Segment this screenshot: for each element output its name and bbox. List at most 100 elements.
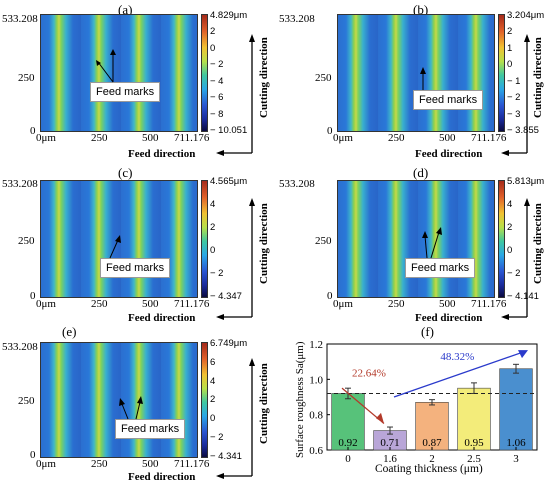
tick: 6 <box>210 356 216 368</box>
x-tick-label: 1.6 <box>383 453 397 464</box>
tick: − 4.341 <box>210 450 242 462</box>
colorbar <box>201 342 208 458</box>
tick: 4.565μm <box>210 176 248 187</box>
y-top-label: 533.208 <box>2 13 38 25</box>
feed-direction-label: Feed direction <box>128 471 196 483</box>
bar <box>457 387 491 451</box>
tick: − 6 <box>210 92 224 104</box>
y-mid-label: 250 <box>315 235 332 247</box>
y-mid-label: 250 <box>18 72 35 84</box>
x-tick: 0μm <box>36 298 56 310</box>
panel-a: (a) 533.208 250 0 Feed marks 4.829μm 2 0… <box>0 0 275 162</box>
y-top-label: 533.208 <box>279 13 315 25</box>
increase-arrow <box>393 350 527 398</box>
colorbar-ticks: 5.813μm 4 2 0 − 2 − 4.141 <box>507 176 544 302</box>
y-tick-label: 0.6 <box>309 445 323 457</box>
x-tick: 0μm <box>36 132 56 144</box>
bar-value-label: 0.87 <box>422 437 442 449</box>
x-tick-label: 3 <box>513 453 519 464</box>
bar-value-label: 1.06 <box>506 437 526 449</box>
feed-direction-label: Feed direction <box>128 312 196 324</box>
tick: − 4.141 <box>507 291 539 302</box>
origin-label: 0 <box>30 290 36 302</box>
bar-value-label: 0.92 <box>338 437 357 449</box>
tick: 4 <box>210 375 216 387</box>
surface-map <box>40 14 198 132</box>
surface-map <box>337 14 495 132</box>
tick: 2 <box>210 394 216 406</box>
tick: 0 <box>507 59 513 71</box>
x-tick: 250 <box>91 132 108 144</box>
panel-label: (c) <box>118 165 133 180</box>
tick: 4.829μm <box>210 10 248 21</box>
x-tick: 711.176 <box>174 298 210 310</box>
direction-arrows <box>96 34 255 156</box>
direction-arrows <box>109 198 255 320</box>
y-tick-label: 1.0 <box>309 374 323 386</box>
tick: 6.749μm <box>210 338 248 349</box>
x-tick: 500 <box>142 458 159 470</box>
tick: 0 <box>210 42 216 54</box>
x-tick: 500 <box>439 132 456 144</box>
bar <box>415 402 449 451</box>
x-tick: 500 <box>439 298 456 310</box>
bar-value-label: 0.95 <box>464 437 484 449</box>
tick: − 2 <box>507 268 521 279</box>
feed-direction-label: Feed direction <box>415 148 483 160</box>
tick: − 8 <box>210 108 224 120</box>
x-axis-title: Coating thickness (μm) <box>375 463 483 475</box>
feed-marks-label: Feed marks <box>100 258 171 278</box>
direction-arrows <box>119 358 255 479</box>
x-tick: 0μm <box>333 298 353 310</box>
panel-e: (e) 533.208 250 0 Feed marks 6.749μm 6 4… <box>0 322 275 483</box>
tick: 0 <box>210 413 216 425</box>
tick: 2 <box>210 222 216 233</box>
y-mid-label: 250 <box>18 235 35 247</box>
tick: − 2 <box>210 59 224 71</box>
tick: 2 <box>210 26 216 38</box>
y-tick-label: 1.2 <box>309 339 323 351</box>
tick: 0 <box>507 245 513 256</box>
tick: 2 <box>507 26 513 38</box>
tick: − 10.051 <box>210 124 248 136</box>
tick: − 3.855 <box>507 124 539 136</box>
feed-marks-label: Feed marks <box>413 90 484 110</box>
tick: 0 <box>210 245 216 256</box>
x-tick: 500 <box>142 298 159 310</box>
surface-map <box>337 180 495 298</box>
colorbar <box>201 14 208 132</box>
direction-arrows <box>420 34 530 156</box>
tick: − 4 <box>210 75 224 87</box>
decrease-percent-label: 22.64% <box>352 368 386 380</box>
feed-marks-label: Feed marks <box>405 258 476 278</box>
tick: − 4.347 <box>210 291 242 302</box>
colorbar-ticks: 6.749μm 6 4 2 0 − 2 − 4.341 <box>210 338 247 462</box>
y-tick-label: 0.8 <box>309 410 323 422</box>
y-mid-label: 250 <box>18 395 35 407</box>
colorbar <box>498 180 505 298</box>
tick: 2 <box>507 222 513 233</box>
feed-direction-label: Feed direction <box>128 148 196 160</box>
origin-label: 0 <box>30 125 36 137</box>
decrease-arrow-head <box>376 412 384 424</box>
x-tick: 250 <box>91 298 108 310</box>
feed-marks-label: Feed marks <box>90 82 161 102</box>
tick: 3.204μm <box>507 10 545 21</box>
colorbar-ticks: 4.829μm 2 0 − 2 − 4 − 6 − 8 − 10.051 <box>210 10 247 136</box>
colorbar-ticks: 3.204μm 2 1 0 − 1 − 2 − 3 − 3.855 <box>507 10 544 136</box>
x-tick: 711.176 <box>174 458 210 470</box>
colorbar <box>498 14 505 132</box>
x-tick-label: 2.5 <box>467 453 481 464</box>
bar <box>499 368 533 451</box>
tick: 1 <box>507 42 513 54</box>
tick: 4 <box>210 199 216 210</box>
origin-label: 0 <box>327 125 333 137</box>
panel-label: (e) <box>62 324 77 339</box>
tick: 5.813μm <box>507 176 545 187</box>
tick: − 3 <box>507 108 521 120</box>
colorbar <box>201 180 208 298</box>
panel-f-chart: (f) Surface roughness Sa(μm) Coating thi… <box>285 322 550 482</box>
panel-d: (d) 533.208 250 0 Feed marks 5.813μm 4 2… <box>275 162 550 324</box>
roughness-bar-chart: 0.6 0.8 1.0 1.2 0.92 0 0.71 1.6 0.87 2 0.95 2.5 1.06… <box>309 339 538 464</box>
panel-label: (b) <box>413 2 429 17</box>
